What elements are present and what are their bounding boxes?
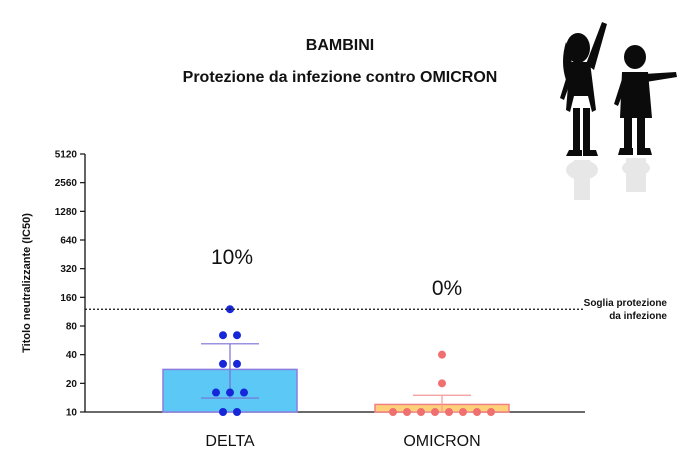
y-tick-label: 2560	[55, 178, 78, 189]
x-tick-label: DELTA	[205, 433, 255, 450]
annotations: DELTA 10% OMICRON 0%	[205, 246, 480, 450]
data-point	[212, 388, 220, 397]
data-point	[417, 408, 425, 416]
data-point	[233, 408, 241, 416]
y-tick-label: 40	[66, 350, 78, 361]
data-point	[240, 388, 248, 397]
data-point	[445, 408, 453, 416]
threshold-label: Soglia protezione	[584, 298, 668, 309]
threshold-label: da infezione	[609, 311, 667, 322]
y-tick-label: 160	[60, 293, 77, 304]
threshold-line: Soglia protezione da infezione	[85, 298, 667, 322]
x-tick-label: OMICRON	[403, 433, 480, 450]
data-point	[226, 388, 234, 397]
children-silhouette-icon	[560, 22, 677, 200]
y-tick-label: 320	[60, 264, 77, 275]
axes: 10 20 40 80 160 320 640 1280 2560 5120	[55, 150, 585, 419]
y-tick-label: 80	[66, 322, 78, 333]
data-point	[431, 408, 439, 416]
y-tick-label: 640	[60, 236, 77, 247]
y-axis-label: Titolo neutralizzante (IC50)	[21, 213, 33, 353]
data-point	[219, 408, 227, 416]
data-point	[219, 359, 227, 368]
y-tick-label: 10	[66, 408, 78, 419]
y-tick-label: 20	[66, 379, 78, 390]
data-point	[459, 408, 467, 416]
data-point	[233, 331, 241, 340]
data-point	[473, 408, 481, 416]
bars	[162, 305, 510, 416]
chart-title: BAMBINI	[306, 37, 374, 54]
data-point	[403, 408, 411, 416]
chart-subtitle: Protezione da infezione contro OMICRON	[183, 69, 498, 86]
percent-label: 0%	[432, 277, 462, 300]
data-point	[438, 350, 446, 359]
data-point	[389, 408, 397, 416]
data-point	[219, 331, 227, 340]
y-tick-label: 5120	[55, 150, 78, 161]
data-point	[438, 379, 446, 388]
percent-label: 10%	[211, 246, 253, 269]
data-point	[487, 408, 495, 416]
y-tick-label: 1280	[55, 207, 78, 218]
data-point	[233, 359, 241, 368]
